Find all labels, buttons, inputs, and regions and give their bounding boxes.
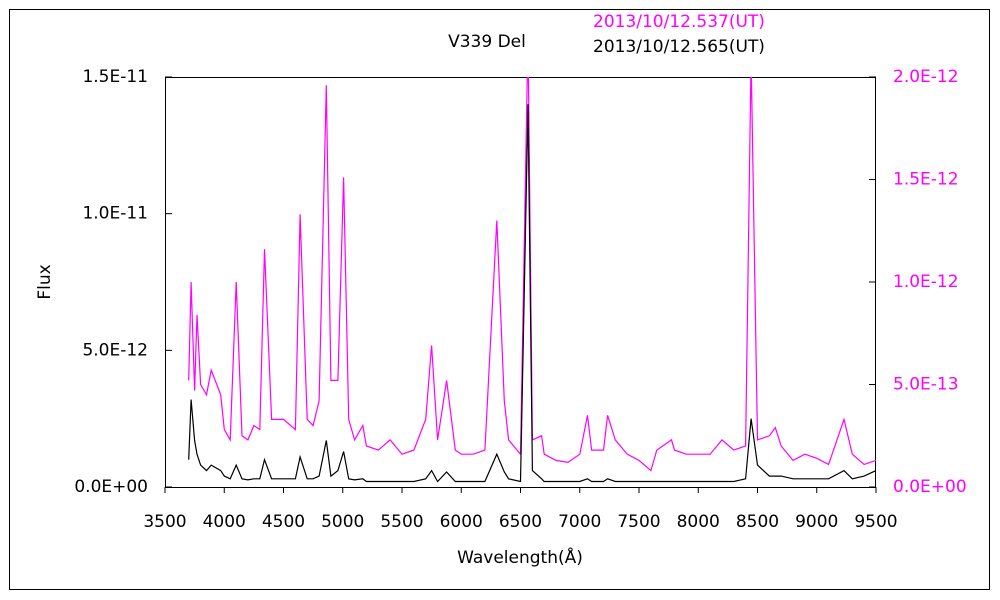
x-tick-label: 4000	[203, 512, 246, 532]
y2-tick-label: 5.0E-13	[893, 375, 959, 395]
x-tick-label: 9000	[795, 512, 838, 532]
chart-title: V339 Del	[448, 32, 526, 52]
y-tick-label: 1.0E-11	[82, 204, 148, 224]
y2-tick-label: 2.0E-12	[893, 67, 959, 87]
x-axis-label: Wavelength(Å)	[457, 546, 583, 568]
y-tick-label: 5.0E-12	[82, 340, 148, 360]
x-tick-label: 8000	[677, 512, 720, 532]
x-tick-label: 4500	[262, 512, 305, 532]
series-line	[188, 104, 876, 483]
x-tick-label: 6000	[440, 512, 483, 532]
x-tick-label: 9500	[854, 512, 897, 532]
y2-tick-label: 1.5E-12	[893, 170, 959, 190]
y-tick-label: 0.0E+00	[74, 477, 148, 497]
series-group	[188, 77, 876, 483]
x-tick-label: 5000	[321, 512, 364, 532]
x-tick-label: 8500	[736, 512, 779, 532]
y-tick-label: 1.5E-11	[82, 67, 148, 87]
y2-tick-label: 1.0E-12	[893, 272, 959, 292]
x-tick-label: 7500	[617, 512, 660, 532]
legend-entry: 2013/10/12.565(UT)	[593, 37, 765, 57]
x-tick-label: 6500	[499, 512, 542, 532]
x-tick-label: 7000	[558, 512, 601, 532]
y2-tick-label: 0.0E+00	[893, 477, 967, 497]
x-tick-label: 5500	[380, 512, 423, 532]
x-tick-label: 3500	[143, 512, 186, 532]
y-axis-label: Flux	[35, 264, 55, 299]
legend-entry: 2013/10/12.537(UT)	[593, 12, 765, 32]
series-line	[188, 77, 876, 472]
